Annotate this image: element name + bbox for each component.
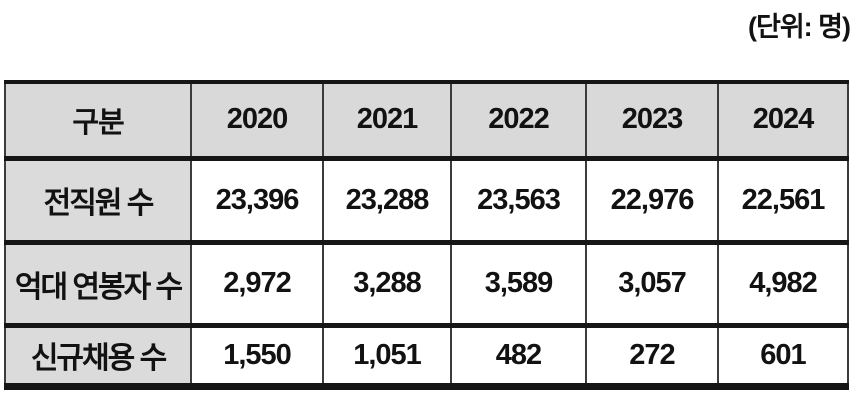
column-header-2024: 2024: [717, 82, 849, 158]
table-row-new-hires: 신규채용 수 1,550 1,051 482 272 601: [4, 325, 849, 386]
table-cell: 2,972: [190, 242, 324, 325]
table-cell: 22,561: [717, 158, 849, 242]
data-table: 구분 2020 2021 2022 2023 2024 전직원 수 23,396…: [4, 80, 849, 390]
column-header-2020: 2020: [190, 82, 324, 158]
table-cell: 482: [450, 325, 587, 386]
table-header-row: 구분 2020 2021 2022 2023 2024: [4, 82, 849, 158]
table-cell: 272: [585, 325, 719, 386]
table-cell: 601: [717, 325, 849, 386]
table-cell: 22,976: [585, 158, 719, 242]
table-cell: 3,589: [450, 242, 587, 325]
table-cell: 23,563: [450, 158, 587, 242]
column-header-2022: 2022: [450, 82, 587, 158]
table-cell: 1,550: [190, 325, 324, 386]
column-header-2021: 2021: [322, 82, 452, 158]
table-cell: 3,288: [322, 242, 452, 325]
unit-label: (단위: 명): [748, 12, 850, 42]
column-header-category: 구분: [4, 82, 192, 158]
table-cell: 3,057: [585, 242, 719, 325]
row-label: 억대 연봉자 수: [4, 242, 192, 325]
table-cell: 23,396: [190, 158, 324, 242]
table-cell: 1,051: [322, 325, 452, 386]
table-row-total-employees: 전직원 수 23,396 23,288 23,563 22,976 22,561: [4, 158, 849, 242]
table-cell: 23,288: [322, 158, 452, 242]
table-row-high-salary: 억대 연봉자 수 2,972 3,288 3,589 3,057 4,982: [4, 242, 849, 325]
column-header-2023: 2023: [585, 82, 719, 158]
row-label: 전직원 수: [4, 158, 192, 242]
table-cell: 4,982: [717, 242, 849, 325]
row-label: 신규채용 수: [4, 325, 192, 386]
